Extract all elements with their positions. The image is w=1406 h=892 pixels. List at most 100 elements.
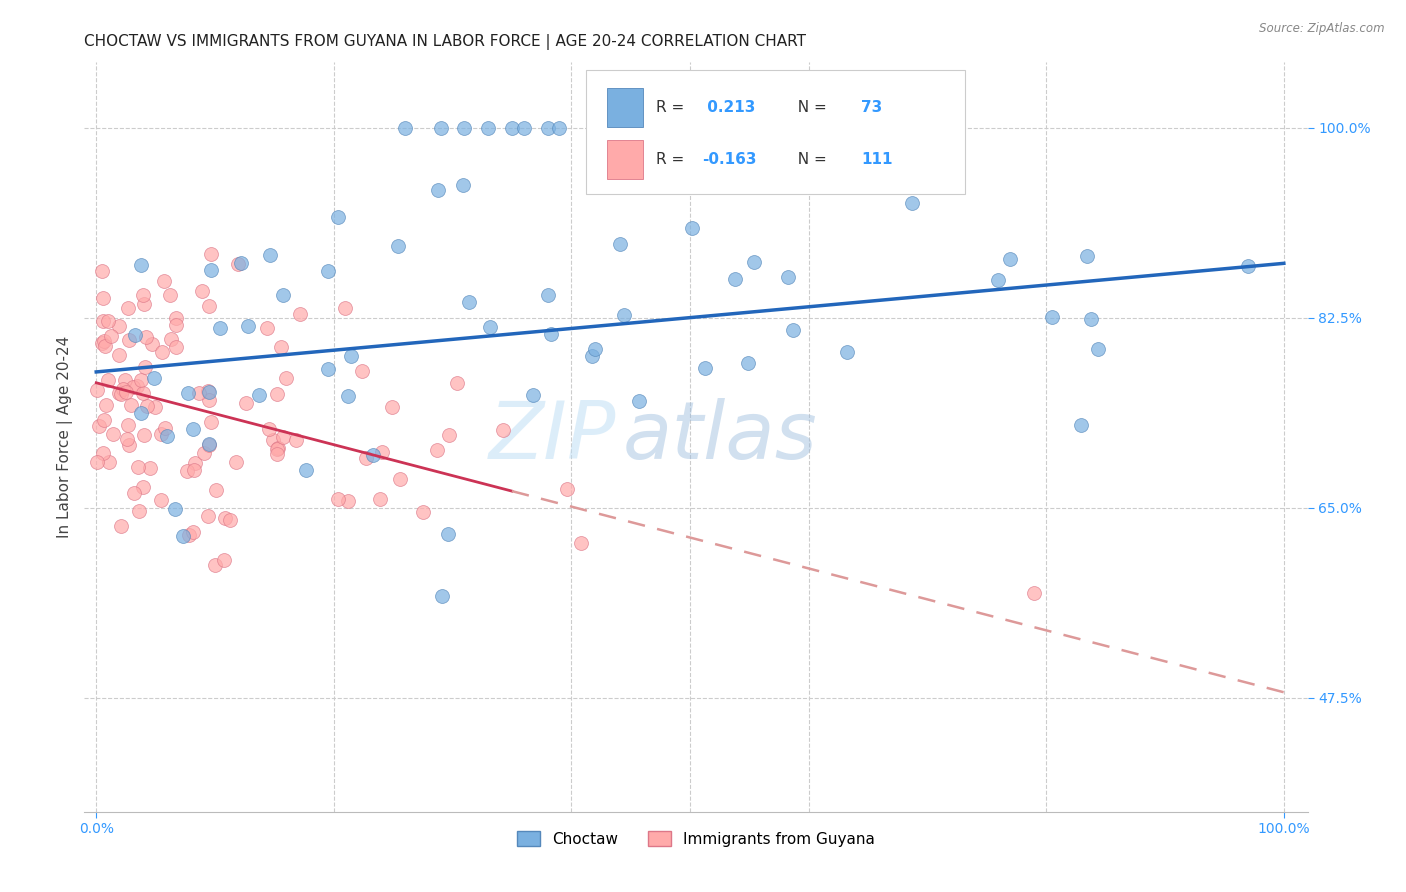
Immigrants from Guyana [159, 288, 181, 302]
Immigrants from Guyana [198, 438, 221, 452]
Immigrants from Guyana [97, 455, 120, 469]
Text: 0.213: 0.213 [702, 100, 755, 115]
Immigrants from Guyana [191, 284, 214, 298]
Immigrants from Guyana [132, 288, 155, 302]
Immigrants from Guyana [270, 341, 292, 355]
Choctaw [724, 271, 747, 285]
Choctaw [316, 264, 339, 278]
Choctaw [513, 120, 536, 135]
Choctaw [548, 120, 571, 135]
Text: 111: 111 [860, 153, 893, 168]
Immigrants from Guyana [426, 442, 449, 457]
Immigrants from Guyana [122, 380, 145, 394]
Choctaw [177, 386, 200, 401]
Text: N =: N = [787, 100, 831, 115]
Immigrants from Guyana [91, 264, 114, 278]
Immigrants from Guyana [134, 360, 156, 375]
Immigrants from Guyana [284, 434, 307, 448]
Choctaw [522, 388, 544, 402]
Immigrants from Guyana [143, 400, 166, 414]
Immigrants from Guyana [336, 494, 359, 508]
Immigrants from Guyana [117, 334, 139, 348]
Immigrants from Guyana [181, 525, 204, 540]
Immigrants from Guyana [165, 318, 187, 332]
Immigrants from Guyana [183, 463, 205, 477]
Immigrants from Guyana [131, 386, 153, 401]
Immigrants from Guyana [290, 307, 312, 321]
Choctaw [429, 120, 451, 135]
Text: -0.163: -0.163 [702, 153, 756, 168]
Immigrants from Guyana [193, 445, 215, 459]
Choctaw [197, 436, 219, 450]
Immigrants from Guyana [110, 519, 132, 533]
Immigrants from Guyana [122, 486, 145, 500]
Immigrants from Guyana [127, 379, 149, 393]
Choctaw [165, 502, 187, 516]
Choctaw [129, 258, 152, 272]
Immigrants from Guyana [219, 513, 242, 527]
Choctaw [229, 256, 252, 270]
Immigrants from Guyana [128, 503, 150, 517]
Immigrants from Guyana [198, 299, 221, 313]
Choctaw [782, 323, 804, 337]
Immigrants from Guyana [90, 335, 112, 350]
Immigrants from Guyana [352, 364, 374, 378]
Immigrants from Guyana [108, 348, 131, 362]
Choctaw [363, 448, 385, 462]
Immigrants from Guyana [86, 383, 108, 397]
Choctaw [316, 362, 339, 376]
Choctaw [197, 384, 219, 399]
Choctaw [247, 388, 270, 402]
Choctaw [200, 263, 222, 277]
Immigrants from Guyana [256, 321, 278, 335]
Immigrants from Guyana [381, 400, 404, 414]
Immigrants from Guyana [100, 328, 122, 343]
Immigrants from Guyana [127, 460, 149, 475]
Text: R =: R = [655, 100, 689, 115]
Immigrants from Guyana [101, 427, 124, 442]
Choctaw [156, 429, 179, 443]
Immigrants from Guyana [197, 508, 219, 523]
Immigrants from Guyana [214, 511, 236, 525]
Immigrants from Guyana [235, 396, 257, 410]
Immigrants from Guyana [1024, 586, 1046, 600]
Choctaw [583, 343, 606, 357]
Immigrants from Guyana [198, 393, 221, 408]
Choctaw [1237, 259, 1260, 273]
Text: ZIP: ZIP [489, 398, 616, 476]
Immigrants from Guyana [141, 337, 163, 351]
Immigrants from Guyana [136, 399, 159, 413]
Choctaw [238, 319, 260, 334]
Choctaw [609, 236, 631, 251]
Immigrants from Guyana [107, 318, 129, 333]
FancyBboxPatch shape [606, 140, 644, 179]
Immigrants from Guyana [129, 373, 152, 387]
Immigrants from Guyana [197, 384, 219, 398]
Choctaw [336, 389, 359, 403]
Immigrants from Guyana [91, 291, 114, 305]
Choctaw [209, 321, 232, 335]
Immigrants from Guyana [165, 340, 187, 354]
Immigrants from Guyana [94, 398, 117, 412]
Choctaw [172, 529, 194, 543]
Immigrants from Guyana [117, 301, 139, 315]
Choctaw [1080, 312, 1102, 326]
Immigrants from Guyana [94, 339, 117, 353]
Choctaw [259, 248, 281, 262]
Immigrants from Guyana [86, 455, 108, 469]
Choctaw [835, 345, 858, 359]
Immigrants from Guyana [150, 426, 173, 441]
Immigrants from Guyana [139, 460, 162, 475]
Immigrants from Guyana [93, 334, 115, 348]
Immigrants from Guyana [274, 371, 297, 385]
Choctaw [681, 221, 703, 235]
Choctaw [1076, 249, 1098, 263]
Immigrants from Guyana [491, 424, 513, 438]
Choctaw [581, 349, 603, 363]
Immigrants from Guyana [412, 505, 434, 519]
Choctaw [776, 269, 799, 284]
Text: atlas: atlas [623, 398, 817, 476]
Immigrants from Guyana [266, 447, 288, 461]
Text: 73: 73 [860, 100, 883, 115]
Text: N =: N = [787, 153, 831, 168]
